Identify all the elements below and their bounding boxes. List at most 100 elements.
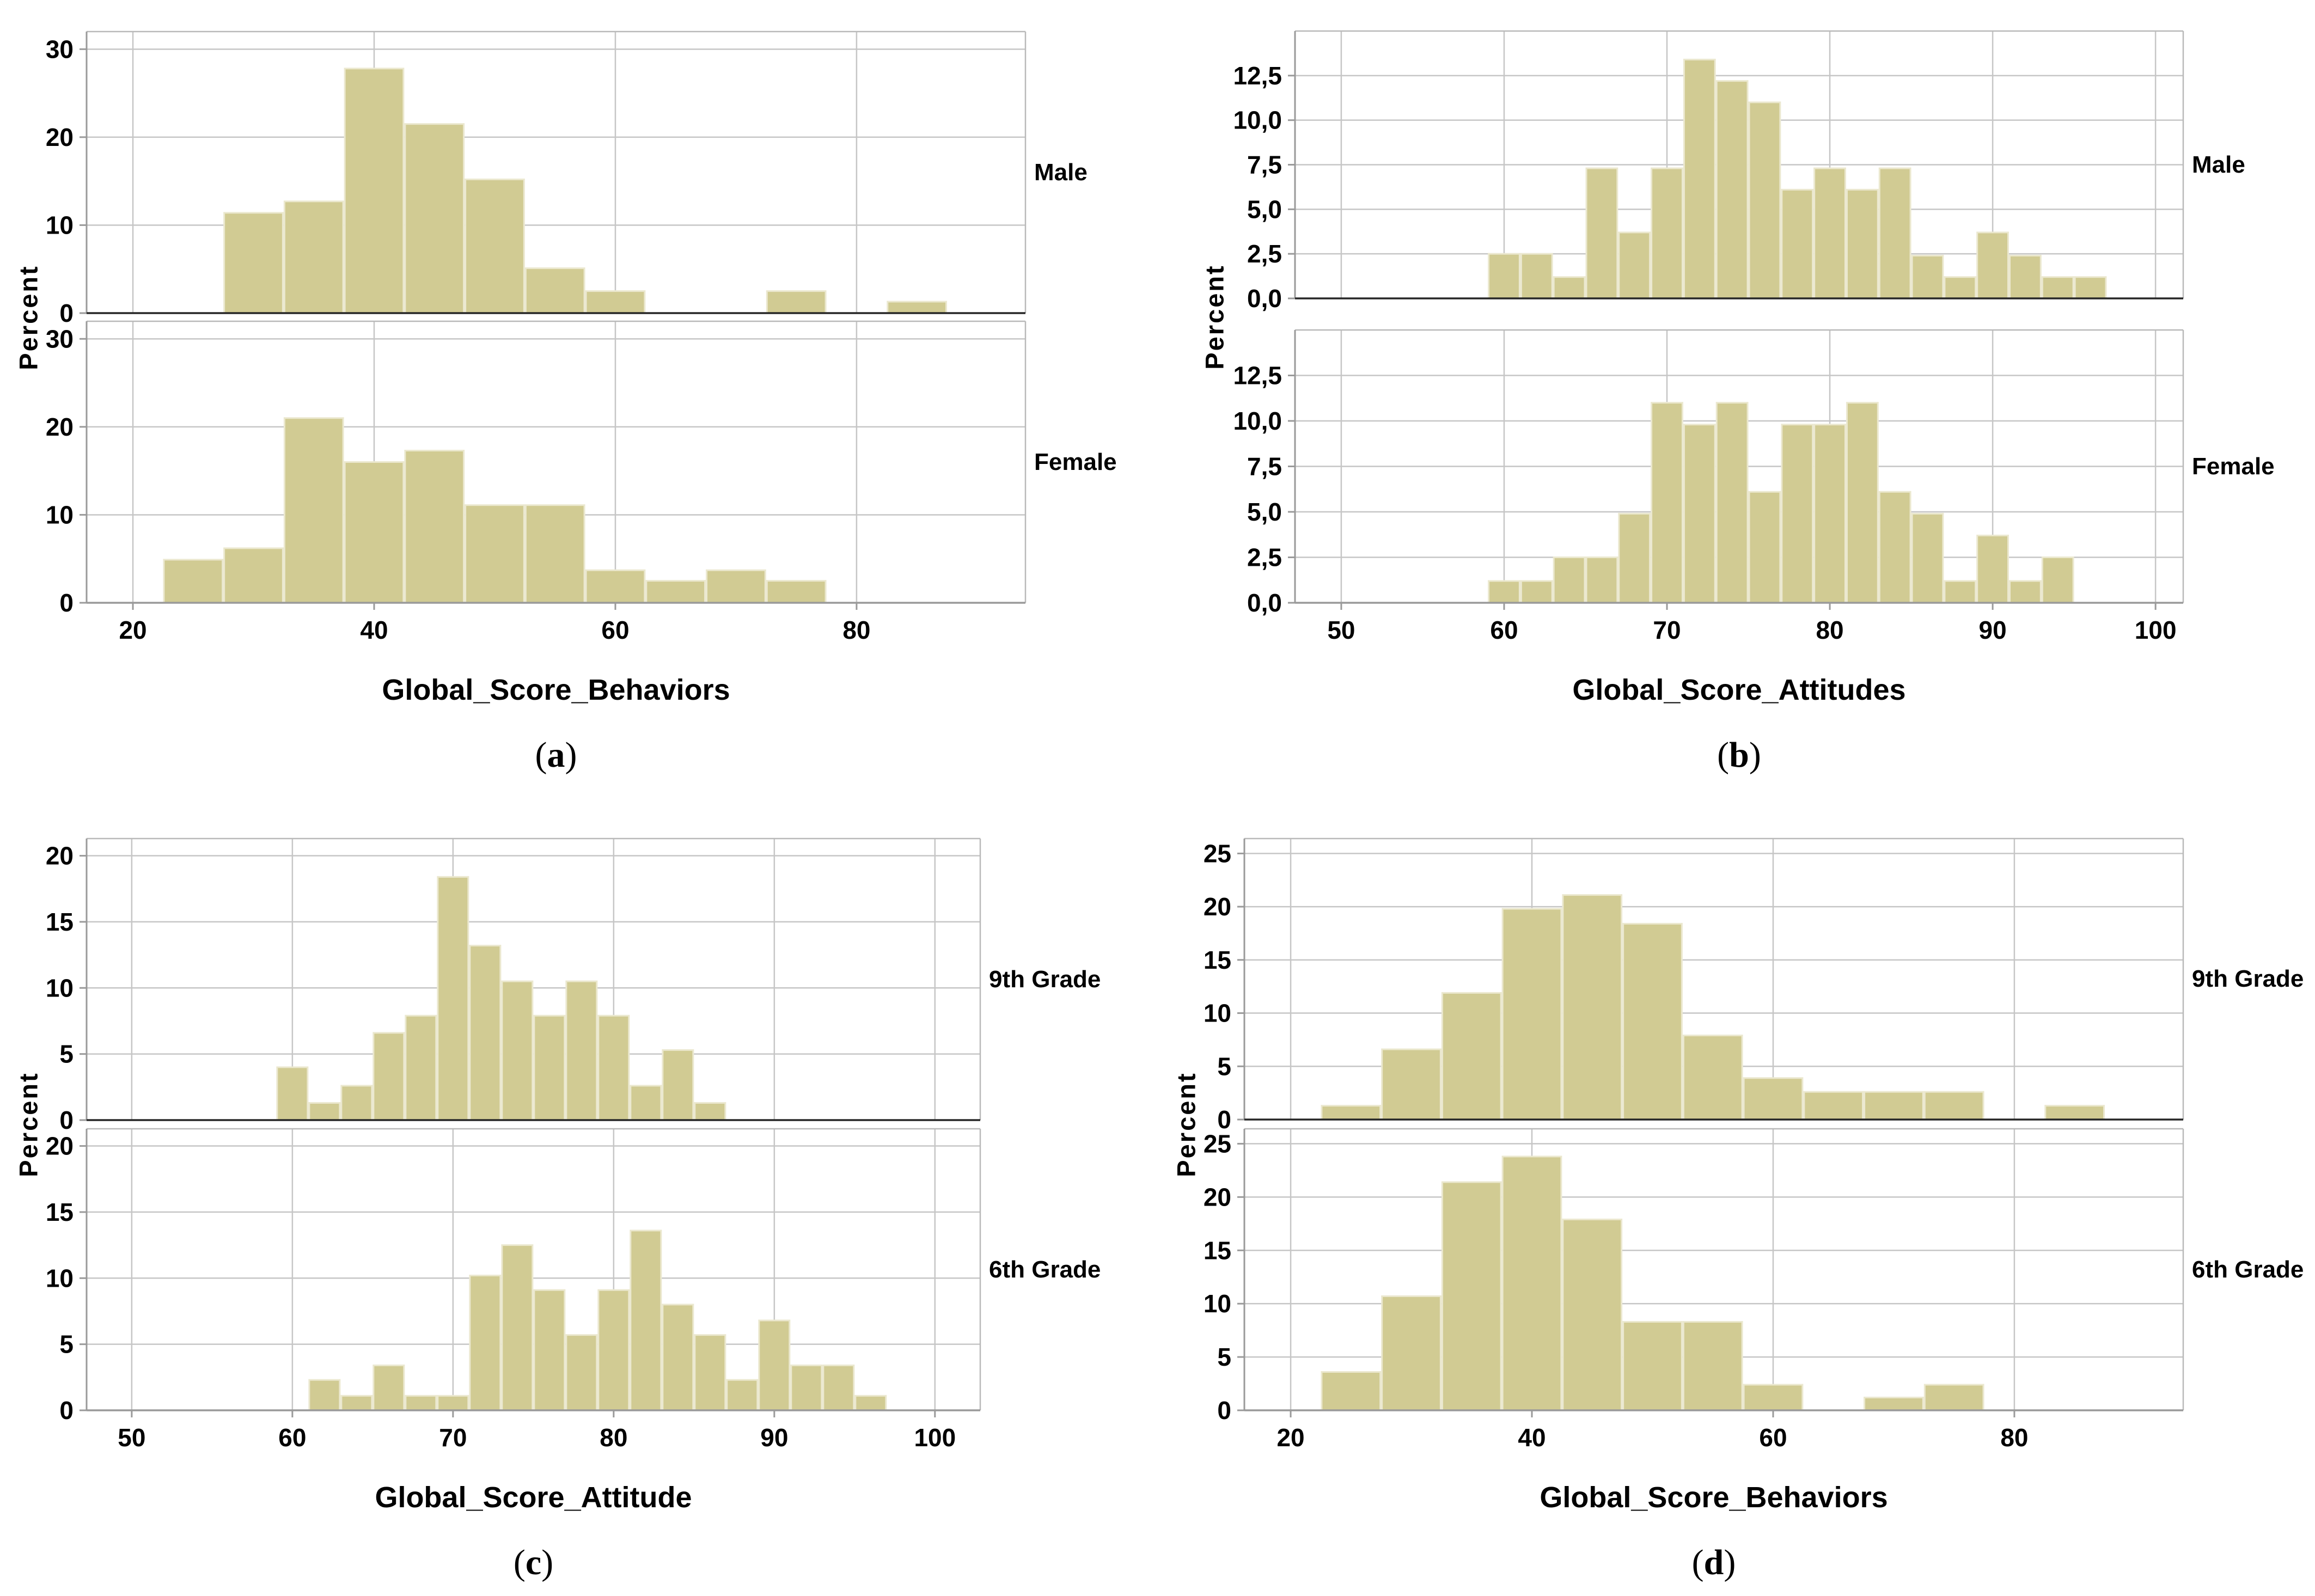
caption-paren-close: ) (541, 1543, 554, 1582)
x-tick-label: 90 (760, 1423, 788, 1452)
y-tick-label: 5,0 (1247, 498, 1282, 526)
y-tick-label: 15 (46, 1198, 74, 1226)
x-tick-label: 80 (1816, 616, 1843, 644)
histogram-bar (1878, 167, 1911, 299)
histogram-bar (405, 1014, 437, 1121)
y-tick-label: 25 (1204, 1129, 1231, 1158)
histogram-bar (1813, 167, 1846, 299)
y-tick-label: 7,5 (1247, 452, 1282, 481)
histogram-bar (2009, 580, 2042, 604)
y-tick-label: 20 (46, 842, 74, 870)
histogram-bar (283, 417, 344, 604)
histogram-bar (758, 1319, 791, 1411)
y-tick-label: 20 (1204, 1183, 1231, 1211)
histogram-bar (465, 178, 525, 314)
y-tick-label: 5 (1217, 1343, 1231, 1371)
histogram-bar (1618, 231, 1651, 299)
x-tick-label: 100 (2135, 616, 2177, 644)
histogram-bar (706, 569, 766, 604)
histogram-bar (1864, 1397, 1924, 1411)
facet-label-bottom: Female (2192, 452, 2275, 480)
histogram-bar (223, 212, 284, 314)
y-tick-label: 15 (1204, 1236, 1231, 1264)
histogram-bar (1864, 1091, 1924, 1121)
histogram-bar (887, 301, 948, 314)
y-tick-label: 0 (59, 299, 74, 327)
histogram-bar (1585, 557, 1618, 604)
histogram-bar (585, 290, 646, 314)
histogram-bar (533, 1014, 566, 1121)
y-tick-label: 10 (46, 500, 74, 529)
y-tick-label: 10 (46, 1264, 74, 1292)
x-tick-label: 80 (2000, 1423, 2028, 1452)
panel-a: Percent Male Female Global_Score_Behavio… (0, 0, 1157, 798)
caption-paren-close: ) (1724, 1543, 1736, 1582)
histogram-bar (1520, 253, 1553, 299)
caption-paren-open: ( (513, 1543, 526, 1582)
histogram-bar (1878, 491, 1911, 604)
histogram-bar (597, 1289, 630, 1411)
x-tick-label: 60 (1490, 616, 1518, 644)
histogram-bar (1520, 580, 1553, 604)
x-axis-title: Global_Score_Behaviors (1540, 1481, 1888, 1514)
histogram-bar (1748, 491, 1781, 604)
histogram-bar (645, 580, 706, 604)
histogram-bar (308, 1379, 341, 1411)
histogram-bar (1923, 1091, 1984, 1121)
histogram-bar (1846, 188, 1879, 299)
histogram-bar (1441, 1181, 1502, 1411)
histogram-bar (340, 1395, 373, 1411)
histogram-bar (437, 876, 469, 1121)
facet-label-top: 9th Grade (2192, 965, 2304, 992)
facet-label-top: Male (2192, 151, 2245, 178)
histogram-bar (1441, 992, 1502, 1121)
facet-label-bottom: 6th Grade (2192, 1256, 2304, 1283)
histogram-bar (694, 1334, 726, 1411)
histogram-bar (2044, 1105, 2105, 1121)
histogram-bar (1683, 424, 1716, 604)
histogram-bar (1321, 1371, 1382, 1411)
y-tick-label: 20 (1204, 892, 1231, 921)
panel-d: Percent 9th Grade 6th Grade Global_Score… (1158, 798, 2315, 1596)
y-tick-label: 0 (59, 1106, 74, 1134)
histogram-bar (1923, 1384, 1984, 1411)
histogram-bar (1488, 580, 1520, 604)
y-tick-label: 0,0 (1247, 284, 1282, 313)
caption-paren-open: ( (535, 735, 547, 775)
histogram-bar (1715, 402, 1749, 604)
histogram-bar (1553, 557, 1586, 604)
y-tick-label: 10,0 (1233, 106, 1282, 134)
caption-paren-close: ) (1749, 735, 1761, 775)
y-tick-label: 10 (46, 211, 74, 239)
x-tick-label: 70 (439, 1423, 467, 1452)
histogram-bar (163, 559, 224, 604)
x-tick-label: 20 (1276, 1423, 1304, 1452)
histogram-bar (1651, 402, 1683, 604)
y-tick-label: 0,0 (1247, 589, 1282, 617)
histogram-bar (662, 1049, 694, 1121)
histogram-bar (1501, 908, 1562, 1121)
histogram-bar (1976, 534, 2009, 604)
histogram-bar (501, 980, 534, 1121)
histogram-bar (1781, 424, 1814, 604)
histogram-bar (822, 1364, 855, 1411)
histogram-bar (283, 200, 344, 314)
histogram-bar (1748, 101, 1781, 299)
histogram-bar (1813, 424, 1846, 604)
histogram-bar (1944, 276, 1977, 299)
histogram-bar (533, 1289, 566, 1411)
histogram-bar (465, 504, 525, 604)
facet-label-bottom: 6th Grade (989, 1256, 1101, 1283)
y-tick-label: 20 (46, 413, 74, 441)
histogram-bar (1715, 80, 1749, 299)
caption-letter: b (1729, 735, 1749, 775)
x-tick-label: 50 (118, 1423, 145, 1452)
histogram-bar (1622, 1320, 1683, 1411)
x-tick-label: 70 (1653, 616, 1681, 644)
caption-letter: c (525, 1543, 542, 1582)
x-tick-label: 100 (914, 1423, 956, 1452)
y-tick-label: 5,0 (1247, 195, 1282, 223)
